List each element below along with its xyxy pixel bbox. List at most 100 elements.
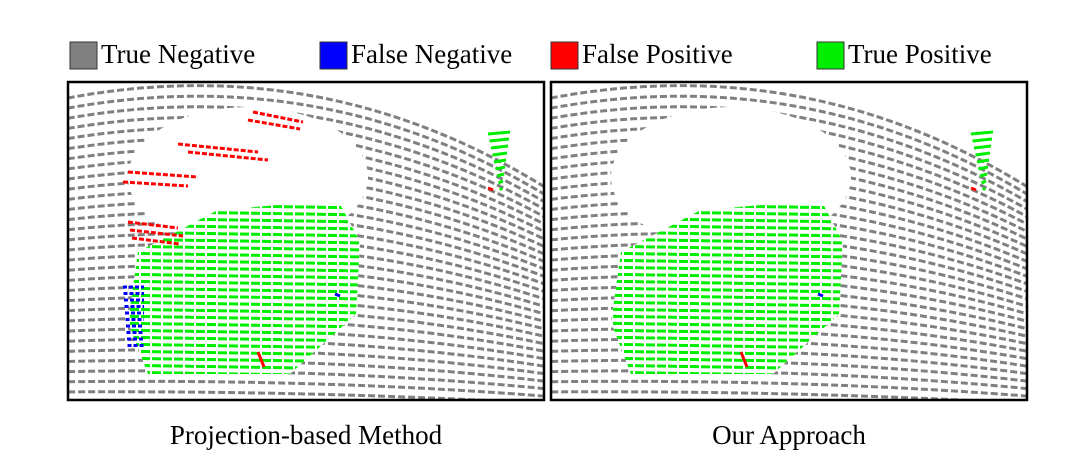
car-scan — [611, 279, 843, 287]
pole-scan — [498, 186, 504, 192]
pole-scan — [489, 137, 510, 143]
pole-scan — [497, 179, 504, 185]
pole-scan — [493, 158, 507, 164]
panel-frame — [66, 80, 546, 402]
car-scan — [128, 258, 360, 266]
scan-line — [551, 369, 1027, 391]
error-scan — [122, 180, 189, 188]
legend-label: False Positive — [582, 39, 733, 69]
legend-label: True Positive — [848, 39, 992, 69]
error-scan — [127, 170, 199, 179]
car-scan — [128, 202, 360, 210]
car-scan — [128, 216, 360, 224]
scan-line — [48, 412, 568, 419]
car-scan — [611, 328, 843, 336]
error-scan — [487, 186, 494, 192]
car-scan — [611, 307, 843, 315]
error-scan — [129, 228, 184, 238]
car-scan — [611, 251, 843, 259]
car-scan — [128, 286, 360, 294]
car-scan — [128, 314, 360, 322]
scan-line — [531, 402, 1051, 412]
scan-line — [68, 94, 544, 196]
car-scan — [611, 293, 843, 301]
scan-line — [551, 379, 1027, 398]
car-scan — [611, 286, 843, 294]
legend-swatch — [319, 41, 348, 70]
car-scan — [611, 230, 843, 238]
pole-scan — [978, 165, 989, 171]
error-scan — [177, 142, 259, 154]
scan-line — [531, 412, 1051, 419]
error-scan — [131, 236, 181, 246]
pole-scan — [970, 130, 994, 136]
car-scan — [611, 216, 843, 224]
car-scan — [128, 300, 360, 308]
car-scan — [611, 321, 843, 329]
pole-scan — [490, 144, 509, 150]
pole-scan — [975, 151, 991, 157]
car-scan — [128, 272, 360, 280]
error-scan — [127, 220, 179, 230]
pole-scan — [980, 179, 987, 185]
car-scan — [611, 258, 843, 266]
car-scan — [128, 223, 360, 231]
car-scan — [128, 293, 360, 301]
error-scan — [187, 150, 269, 162]
error-scan — [252, 110, 304, 124]
point-cloud — [48, 84, 568, 419]
scan-line — [68, 369, 544, 391]
car-scan — [128, 251, 360, 259]
car-scan — [128, 265, 360, 273]
legend-label: False Negative — [351, 39, 512, 69]
car-scan — [128, 237, 360, 245]
panel-caption: Projection-based Method — [170, 420, 443, 450]
error-scan — [256, 351, 266, 368]
error-scan — [970, 186, 977, 192]
car-scan — [611, 237, 843, 245]
car-scan — [128, 321, 360, 329]
error-scan — [739, 351, 749, 368]
car-scan — [128, 328, 360, 336]
car-scan — [128, 307, 360, 315]
scan-line — [68, 105, 544, 204]
car-scan — [611, 272, 843, 280]
legend-label: True Negative — [101, 39, 255, 69]
car-scan — [128, 230, 360, 238]
car-scan — [128, 244, 360, 252]
car-scan — [611, 244, 843, 252]
scan-line — [551, 358, 1027, 383]
pole-scan — [973, 144, 992, 150]
car-scan — [128, 279, 360, 287]
error-scan — [247, 118, 301, 131]
car-scan — [611, 202, 843, 210]
scan-line — [551, 348, 1027, 376]
panel-caption: Our Approach — [712, 420, 866, 450]
legend-swatch — [816, 41, 845, 70]
scan-line — [68, 390, 508, 400]
pole-scan — [487, 130, 511, 136]
panels: Projection-based Method Our Approach — [48, 80, 1051, 450]
pole-scan — [495, 165, 506, 171]
car-scan — [611, 314, 843, 322]
scan-line — [68, 379, 544, 398]
pole-scan — [496, 172, 505, 178]
car-scan — [128, 335, 360, 343]
pole-scan — [492, 151, 508, 157]
scan-line — [68, 348, 544, 376]
pole-scan — [972, 137, 993, 143]
scan-line — [68, 358, 544, 383]
car-scan — [611, 223, 843, 231]
car-scan — [611, 209, 843, 217]
pole-scan — [976, 158, 990, 164]
panel: Our Approach — [531, 80, 1051, 450]
legend-swatch — [550, 41, 579, 70]
car-scan — [611, 300, 843, 308]
pole-scan — [981, 186, 987, 192]
scan-line — [48, 402, 568, 412]
panel: Projection-based Method — [48, 80, 568, 450]
panel-frame — [549, 80, 1029, 402]
legend: True Negative False Negative False Positiv… — [69, 39, 992, 70]
